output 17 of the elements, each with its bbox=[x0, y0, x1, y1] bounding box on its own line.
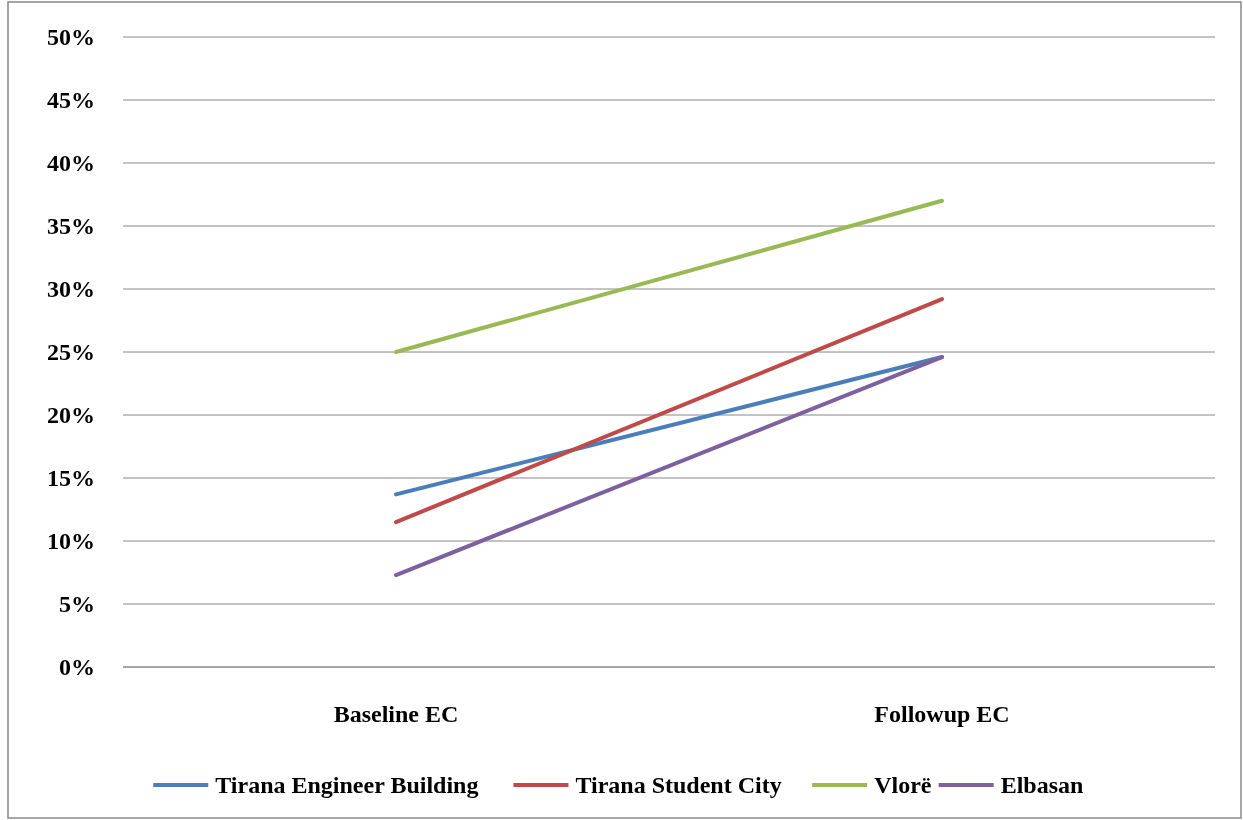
y-tick-label: 20% bbox=[47, 402, 95, 429]
y-tick-label: 5% bbox=[59, 591, 95, 618]
y-tick-label: 40% bbox=[47, 150, 95, 177]
y-tick-label: 45% bbox=[47, 87, 95, 114]
y-tick-label: 0% bbox=[59, 654, 95, 681]
x-tick-label: Followup EC bbox=[874, 701, 1010, 727]
y-tick-label: 10% bbox=[47, 528, 95, 555]
y-tick-label: 15% bbox=[47, 465, 95, 492]
legend-label: Tirana Engineer Building bbox=[215, 772, 479, 799]
x-tick-label: Baseline EC bbox=[333, 701, 459, 727]
y-tick-label: 30% bbox=[47, 276, 95, 303]
legend-label: Tirana Student City bbox=[575, 772, 782, 799]
y-tick-label: 35% bbox=[47, 213, 95, 240]
legend-label: Vlorë bbox=[874, 772, 932, 799]
y-tick-label: 25% bbox=[47, 339, 95, 366]
legend-label: Elbasan bbox=[1000, 772, 1084, 799]
y-tick-label: 50% bbox=[47, 24, 95, 51]
